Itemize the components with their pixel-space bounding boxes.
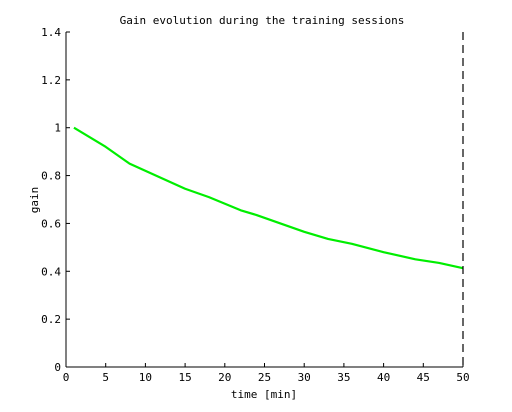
x-tick-label: 10 <box>139 371 152 384</box>
x-tick-label: 30 <box>298 371 311 384</box>
y-axis-label: gain <box>28 187 41 214</box>
x-tick-label: 50 <box>456 371 469 384</box>
x-tick-label: 45 <box>417 371 430 384</box>
y-tick-label: 1 <box>54 122 61 135</box>
x-tick-label: 5 <box>102 371 109 384</box>
axes <box>65 32 463 368</box>
y-tick-label: 1.4 <box>41 26 61 39</box>
y-tick-label: 0 <box>54 361 61 374</box>
ticks: 0 5 10 15 20 25 30 35 40 45 50 0 0.2 0.4 0.6 0.8 1 1.2 1.4 <box>41 26 470 384</box>
x-tick-label: 20 <box>218 371 231 384</box>
plot-area <box>73 32 464 367</box>
y-tick-label: 0.8 <box>41 170 61 183</box>
x-tick-label: 15 <box>178 371 191 384</box>
x-axis-label: time [min] <box>231 388 297 401</box>
x-tick-label: 40 <box>377 371 390 384</box>
y-tick-label: 0.2 <box>41 313 61 326</box>
y-tick-label: 1.2 <box>41 74 61 87</box>
x-tick-label: 35 <box>337 371 350 384</box>
x-tick-label: 25 <box>258 371 271 384</box>
gain-series-line <box>73 126 464 270</box>
y-tick-label: 0.6 <box>41 217 61 230</box>
y-tick-label: 0.4 <box>41 265 61 278</box>
x-tick-label: 0 <box>63 371 70 384</box>
chart-title: Gain evolution during the training sessi… <box>120 14 405 27</box>
